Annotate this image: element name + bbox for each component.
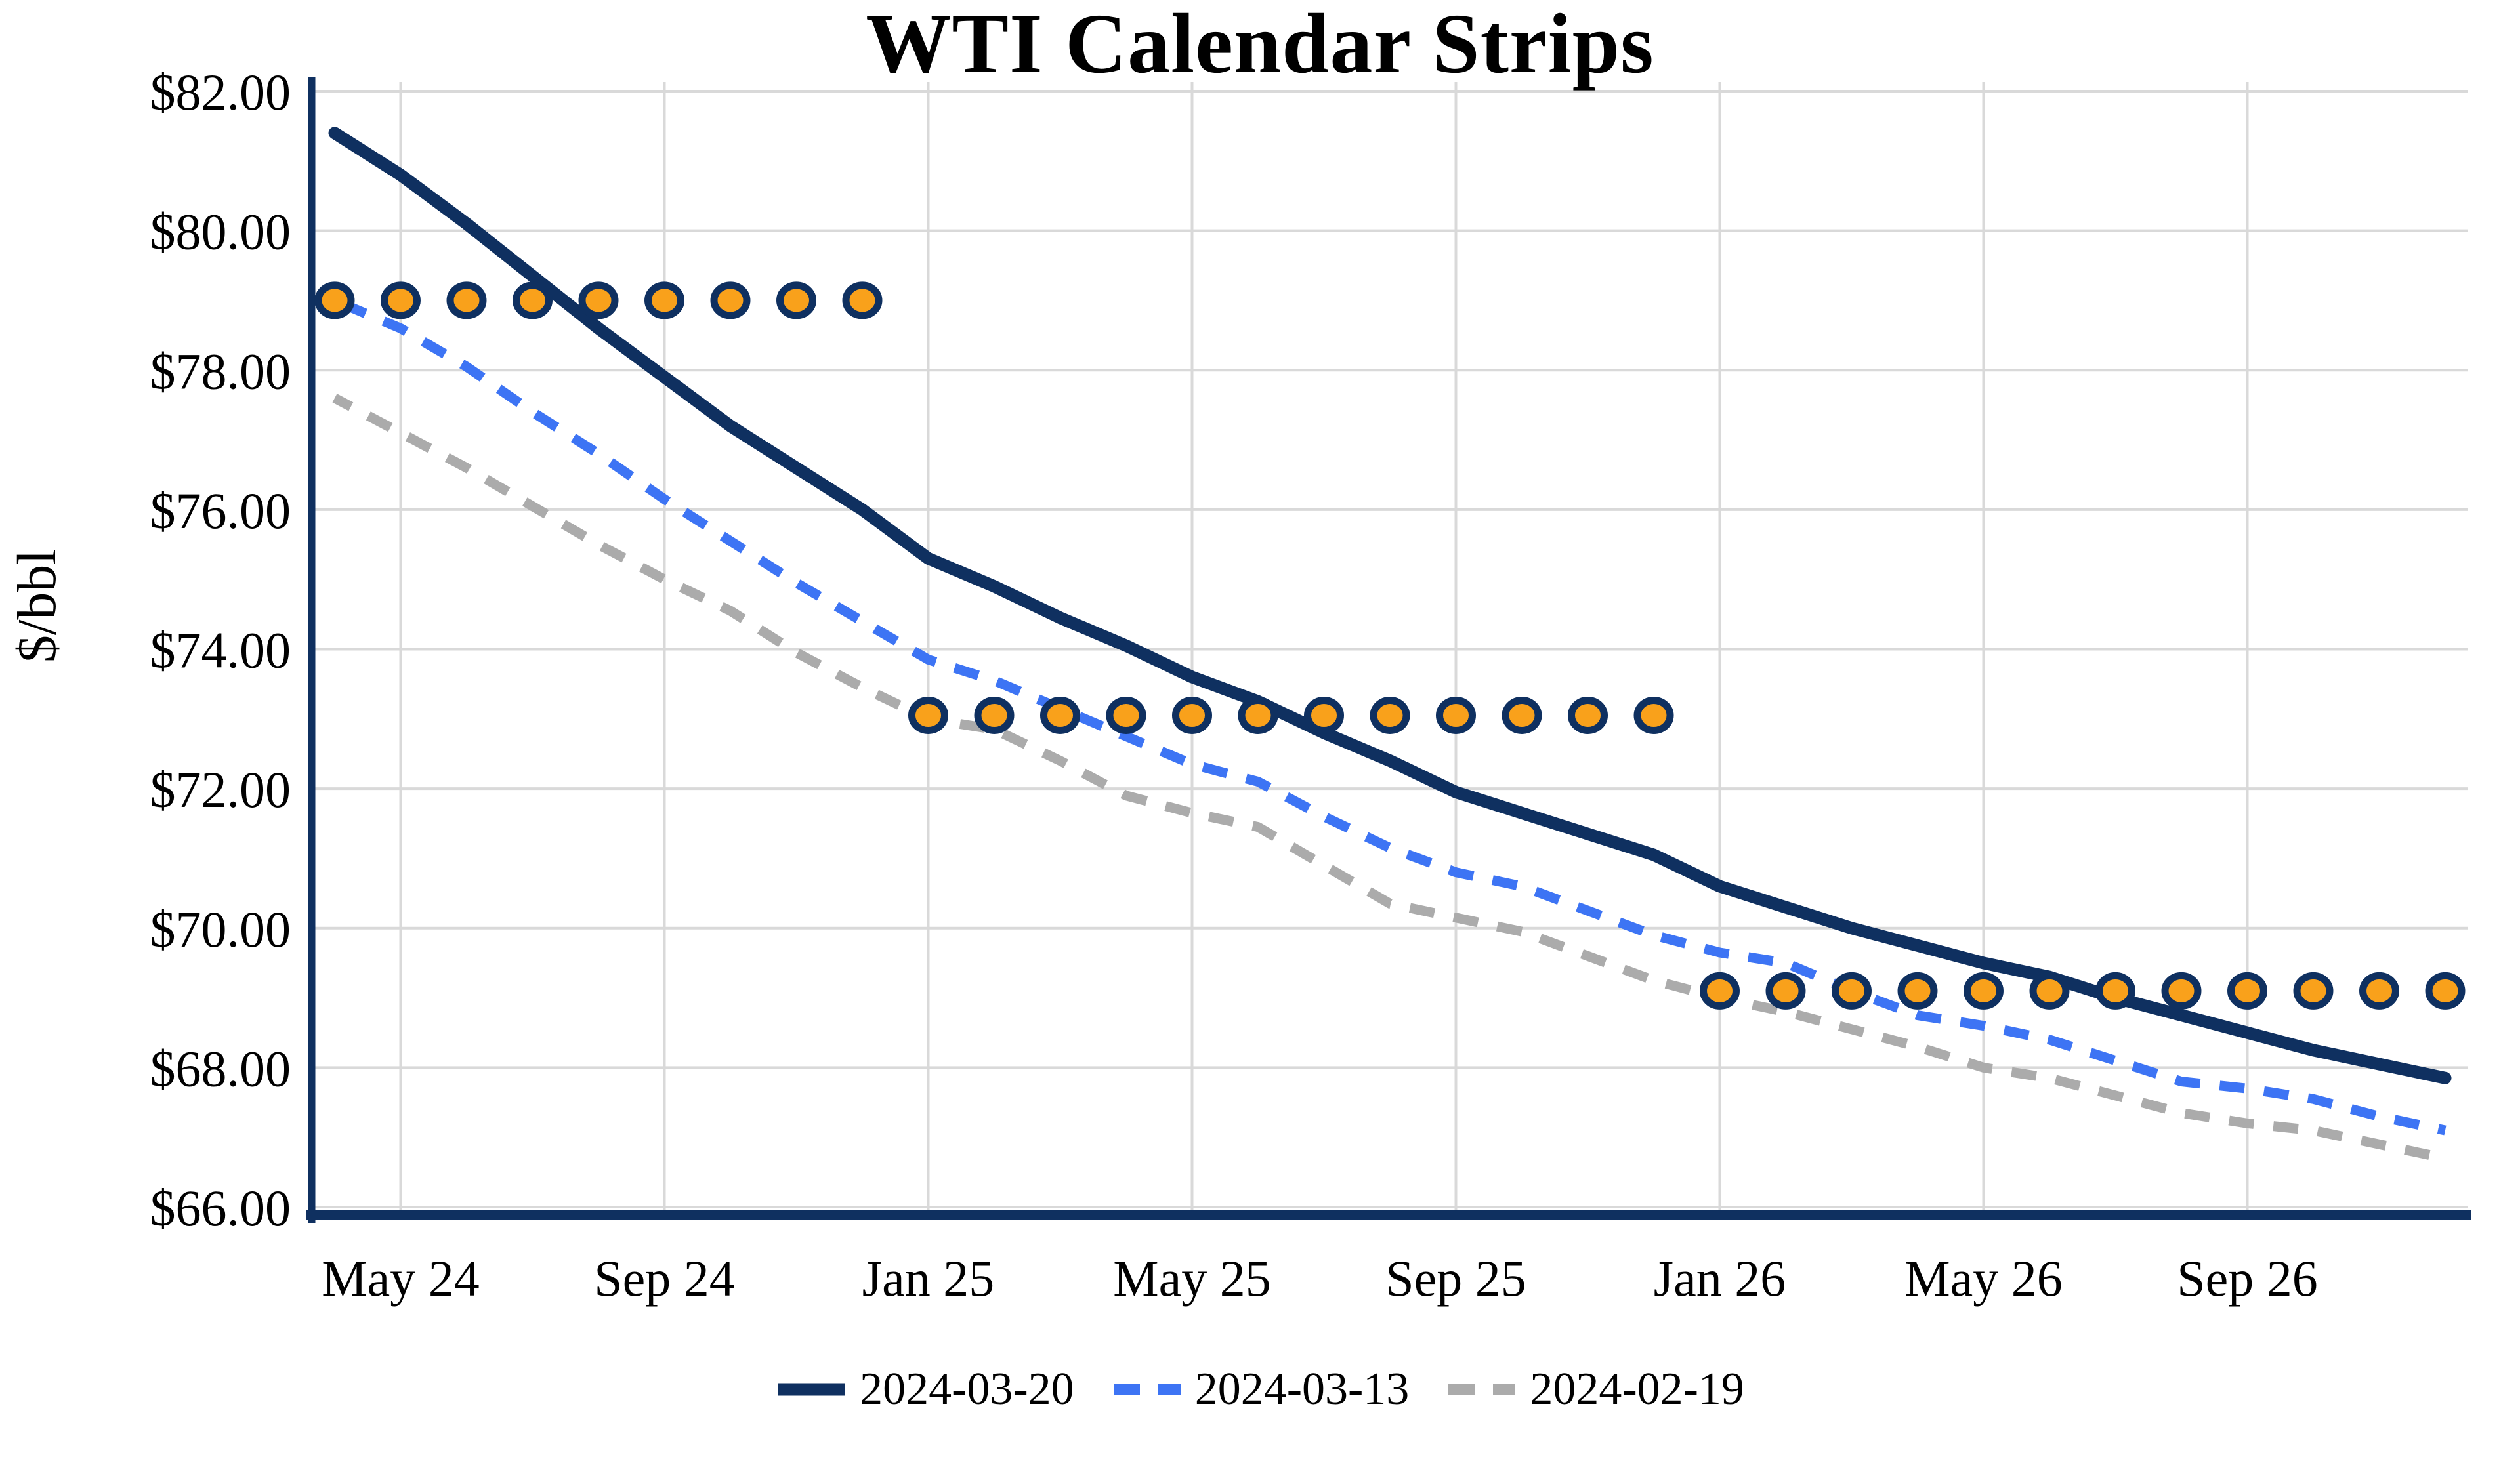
x-tick-label: Sep 26 — [2177, 1250, 2318, 1307]
legend: 2024-03-20 2024-03-13 2024-02-19 — [0, 1363, 2520, 1416]
y-axis-title: $/bbl — [7, 549, 68, 663]
strip-dot-marker — [974, 697, 1015, 734]
y-tick-label: $76.00 — [150, 482, 291, 539]
legend-label: 2024-03-20 — [860, 1364, 1074, 1414]
y-tick-label: $66.00 — [150, 1180, 291, 1237]
y-tick-label: $70.00 — [150, 901, 291, 958]
y-tick-label: $80.00 — [150, 203, 291, 260]
strip-dot-marker — [1765, 972, 1806, 1010]
strip-dot-marker — [2425, 972, 2466, 1010]
strip-dot-marker — [1040, 697, 1080, 734]
y-tick-label: $78.00 — [150, 342, 291, 400]
strip-dot-marker — [1700, 972, 1740, 1010]
series-line-2024-03-13 — [333, 295, 2446, 1136]
solid-line-swatch-icon — [778, 1383, 846, 1396]
strip-dot-marker — [578, 281, 619, 319]
x-tick-label: May 24 — [322, 1250, 479, 1307]
chart-title: WTI Calendar Strips — [866, 0, 1654, 91]
x-tick-label: Jan 26 — [1654, 1250, 1786, 1307]
strip-dot-marker — [908, 697, 948, 734]
strip-dot-marker — [842, 281, 883, 319]
y-tick-label: $74.00 — [150, 622, 291, 679]
legend-item-2024-03-13: 2024-03-13 — [1111, 1363, 1410, 1416]
strip-dot-marker — [381, 281, 421, 319]
strip-dot-marker — [2161, 972, 2202, 1010]
strip-dot-marker — [1238, 697, 1278, 734]
strip-dot-marker — [1502, 697, 1542, 734]
strip-dot-marker — [1304, 697, 1344, 734]
legend-item-2024-02-19: 2024-02-19 — [1446, 1363, 1744, 1416]
strip-dot-marker — [1897, 972, 1938, 1010]
x-tick-label: Sep 24 — [594, 1250, 735, 1307]
y-tick-label: $68.00 — [150, 1040, 291, 1097]
strip-dot-marker — [776, 281, 816, 319]
legend-item-2024-03-20: 2024-03-20 — [776, 1363, 1074, 1416]
strip-dot-marker — [2359, 972, 2399, 1010]
strip-dot-marker — [2029, 972, 2070, 1010]
strip-dot-marker — [1172, 697, 1212, 734]
dashed-line-swatch-icon — [1448, 1384, 1516, 1395]
strip-dot-marker — [446, 281, 487, 319]
strip-dot-marker — [644, 281, 684, 319]
legend-label: 2024-02-19 — [1530, 1364, 1744, 1414]
series-line-2024-02-19 — [332, 394, 2446, 1163]
strip-dot-marker — [513, 281, 553, 319]
x-tick-label: May 26 — [1904, 1250, 2062, 1307]
strip-dot-marker — [1106, 697, 1146, 734]
strip-dot-marker — [1370, 697, 1410, 734]
strip-dot-marker — [1568, 697, 1608, 734]
x-tick-label: Jan 25 — [862, 1250, 994, 1307]
y-tick-label: $72.00 — [150, 761, 291, 818]
strip-dot-marker — [1436, 697, 1476, 734]
strip-dot-marker — [1633, 697, 1674, 734]
series-line-2024-03-20 — [328, 127, 2452, 1084]
y-tick-label: $82.00 — [150, 64, 291, 121]
strip-dot-marker — [2095, 972, 2135, 1010]
strip-dot-marker — [710, 281, 751, 319]
strip-dot-marker — [2227, 972, 2267, 1010]
x-tick-label: Sep 25 — [1385, 1250, 1526, 1307]
strip-dot-marker — [1964, 972, 2004, 1010]
strip-dot-marker — [1832, 972, 1872, 1010]
x-tick-label: May 25 — [1113, 1250, 1270, 1307]
dashed-line-swatch-icon — [1113, 1384, 1181, 1395]
legend-label: 2024-03-13 — [1194, 1364, 1410, 1414]
strip-dot-marker — [314, 281, 355, 319]
strip-dot-marker — [2293, 972, 2334, 1010]
